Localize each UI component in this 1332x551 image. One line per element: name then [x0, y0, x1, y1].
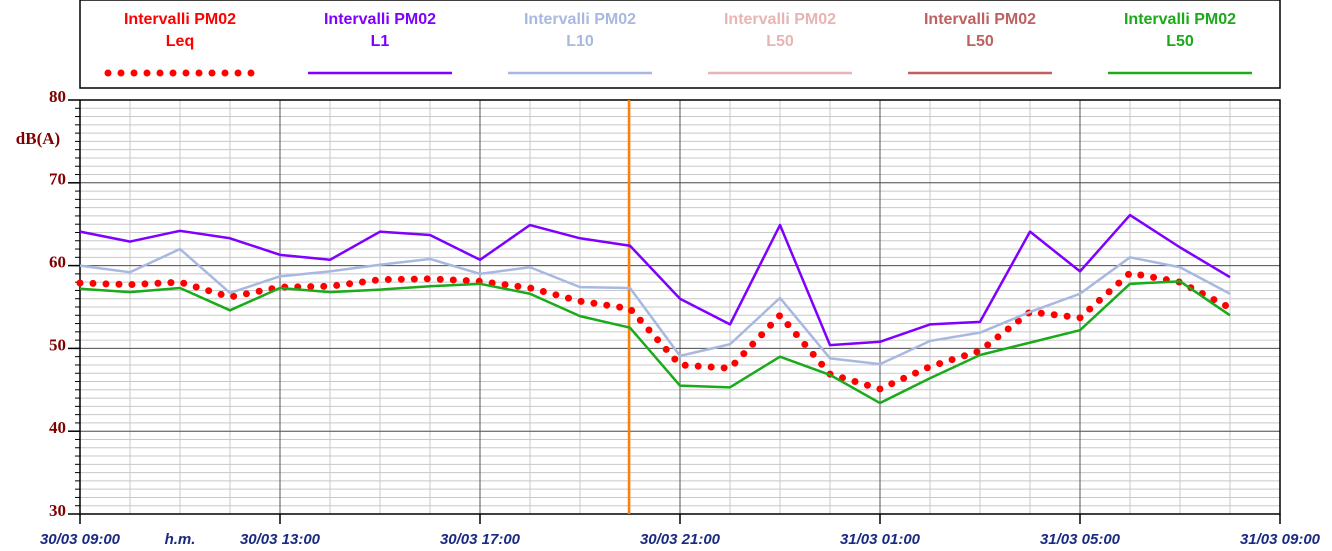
x-tick-label: 30/03 21:00 [640, 531, 721, 548]
y-tick-label: 50 [49, 335, 66, 354]
legend-label-line: Intervalli PM02 [1124, 11, 1236, 28]
x-tick-label: 31/03 09:00 [1240, 531, 1321, 548]
x-tick-label: 31/03 01:00 [840, 531, 921, 548]
x-tick-label: 30/03 17:00 [440, 531, 521, 548]
legend-label-line: L50 [1166, 33, 1194, 50]
legend-label: Intervalli PM02 L1 [324, 11, 436, 50]
x-tick-label: 30/03 13:00 [240, 531, 321, 548]
legend-label-line: L1 [371, 33, 390, 50]
series-line [79, 213, 1231, 347]
y-tick-label: 60 [49, 253, 66, 272]
legend-label: Intervalli PM02 L50 [924, 11, 1036, 50]
x-unit-label: h.m. [165, 531, 196, 548]
legend-label: Intervalli PM02 L50 [1124, 11, 1236, 50]
legend-label-line: Intervalli PM02 [524, 11, 636, 28]
y-axis-label: dB(A) [16, 129, 60, 148]
legend-label: Intervalli PM02 Leq [124, 11, 236, 50]
legend-label: Intervalli PM02 L50 [724, 11, 836, 50]
legend-label-line: Intervalli PM02 [124, 11, 236, 28]
legend-label-line: Intervalli PM02 [924, 11, 1036, 28]
legend-label-line: Intervalli PM02 [324, 11, 436, 28]
y-tick-label: 40 [49, 418, 66, 437]
legend-label-line: L10 [566, 33, 594, 50]
plot-frame [79, 99, 1281, 515]
legend-label-line: Leq [166, 33, 194, 50]
y-tick-label: 70 [49, 170, 66, 189]
y-tick-label: 80 [49, 87, 66, 106]
legend-label-line: Intervalli PM02 [724, 11, 836, 28]
legend-label-line: L50 [766, 33, 794, 50]
legend-label: Intervalli PM02 L10 [524, 11, 636, 50]
legend-box [79, 0, 1281, 89]
y-tick-label: 30 [49, 501, 66, 520]
series-line [76, 269, 1234, 393]
series-line [79, 280, 1231, 405]
x-tick-label: 31/03 05:00 [1040, 531, 1121, 548]
series-line [79, 247, 1231, 366]
x-tick-label: 30/03 09:00 [40, 531, 121, 548]
legend-label-line: L50 [966, 33, 994, 50]
